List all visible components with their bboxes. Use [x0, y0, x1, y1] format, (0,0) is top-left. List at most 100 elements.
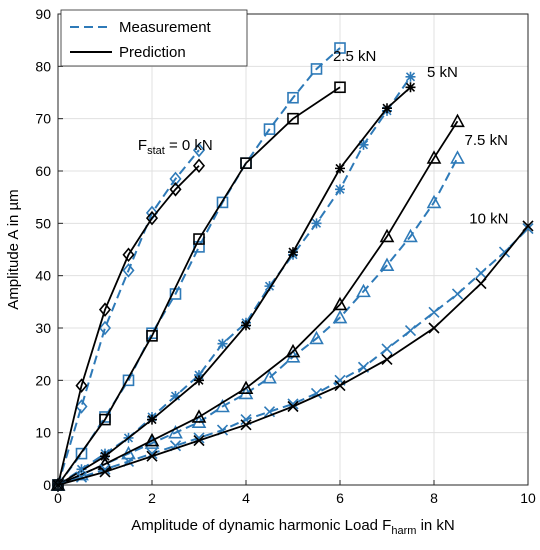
data-point-prediction-2-5-kn: [287, 112, 299, 125]
data-point-measurement-5-kn: [217, 338, 228, 349]
legend: Measurement Prediction: [60, 9, 248, 67]
axis-ticks: 0 2 4 6 8 10 0 10 20 30 40 50 60 70 80 90: [35, 6, 536, 506]
annotation-label: 2.5 kN: [333, 48, 376, 65]
data-point-prediction-10-kn: [146, 450, 158, 462]
data-point-measurement-0-kn: [122, 263, 135, 278]
y-tick-label: 90: [35, 6, 51, 22]
series-line-prediction-7-5-kn: [57, 120, 459, 486]
data-point-measurement-5-kn: [405, 71, 416, 82]
series-prediction-7-5-kn: [50, 113, 465, 491]
series-prediction-2-5-kn: [52, 81, 346, 491]
data-point-prediction-5-kn: [194, 375, 204, 386]
data-point-prediction-5-kn: [241, 320, 251, 331]
data-point-prediction-10-kn: [193, 434, 205, 447]
data-point-prediction-7-5-kn: [191, 409, 207, 423]
y-tick-label: 40: [35, 268, 51, 284]
annotation-label: 5 kN: [427, 64, 458, 81]
data-point-measurement-10-kn: [75, 471, 88, 483]
data-point-prediction-0-kn: [75, 378, 88, 393]
data-point-prediction-0-kn: [98, 302, 112, 317]
x-axis-title: Amplitude of dynamic harmonic Load Fharm…: [131, 517, 455, 537]
series-layer: [50, 42, 534, 493]
data-point-prediction-0-kn: [169, 182, 182, 197]
annotation-label: Fstat = 0 kN: [138, 137, 213, 157]
data-point-measurement-0-kn: [192, 142, 206, 158]
x-tick-label: 8: [430, 490, 438, 506]
data-point-prediction-10-kn: [428, 322, 440, 334]
data-point-measurement-0-kn: [75, 399, 88, 414]
series-prediction-10-kn: [52, 220, 534, 491]
data-point-prediction-10-kn: [522, 220, 534, 232]
data-point-measurement-0-kn: [169, 171, 182, 187]
x-axis-title-suffix: in kN: [416, 517, 454, 534]
y-tick-label: 30: [35, 320, 51, 336]
data-point-prediction-0-kn: [145, 210, 159, 226]
data-point-measurement-0-kn: [98, 320, 112, 336]
data-point-measurement-2-5-kn: [193, 241, 205, 253]
data-point-measurement-2-5-kn: [310, 63, 323, 75]
data-point-prediction-10-kn: [334, 380, 346, 392]
y-tick-label: 50: [35, 215, 51, 231]
data-point-measurement-7-5-kn: [332, 309, 348, 324]
data-point-measurement-5-kn: [358, 139, 369, 150]
data-point-prediction-7-5-kn: [144, 432, 160, 447]
data-point-measurement-7-5-kn: [403, 228, 418, 243]
y-tick-label: 10: [35, 425, 51, 441]
data-point-prediction-5-kn: [288, 247, 298, 258]
legend-label-measurement: Measurement: [119, 19, 212, 36]
series-line-prediction-0-kn: [57, 165, 200, 486]
x-axis-title-main: Amplitude of dynamic harmonic Load F: [131, 517, 391, 534]
data-point-prediction-5-kn: [382, 103, 392, 114]
data-point-prediction-7-5-kn: [285, 343, 301, 358]
data-point-measurement-10-kn: [522, 223, 534, 235]
data-point-measurement-7-5-kn: [450, 150, 465, 164]
y-tick-label: 80: [35, 58, 51, 74]
data-point-prediction-7-5-kn: [238, 380, 254, 394]
data-point-measurement-10-kn: [404, 325, 417, 337]
data-point-measurement-7-5-kn: [426, 194, 442, 209]
x-tick-label: 2: [148, 490, 156, 506]
data-point-measurement-7-5-kn: [215, 398, 230, 413]
annotations: Fstat = 0 kN 2.5 kN 5 kN 7.5 kN 10 kN: [138, 48, 509, 227]
series-line-measurement-2-5-kn: [57, 47, 341, 486]
data-point-measurement-2-5-kn: [334, 42, 346, 54]
data-point-measurement-10-kn: [451, 288, 464, 300]
data-point-measurement-7-5-kn: [309, 330, 324, 345]
data-point-prediction-10-kn: [99, 466, 111, 478]
data-point-prediction-5-kn: [405, 82, 416, 93]
data-point-measurement-5-kn: [335, 184, 345, 195]
series-line-measurement-10-kn: [57, 227, 529, 486]
data-point-measurement-2-5-kn: [263, 123, 276, 135]
series-line-prediction-2-5-kn: [57, 86, 341, 486]
data-point-measurement-7-5-kn: [168, 424, 183, 439]
y-tick-label: 60: [35, 163, 51, 179]
y-axis-title: Amplitude A in µm: [5, 189, 22, 309]
data-point-measurement-2-5-kn: [75, 447, 88, 460]
data-point-measurement-2-5-kn: [122, 374, 135, 387]
series-line-measurement-5-kn: [57, 76, 412, 486]
data-point-prediction-2-5-kn: [99, 413, 111, 426]
data-point-prediction-7-5-kn: [379, 228, 395, 243]
data-point-prediction-2-5-kn: [146, 330, 158, 342]
y-tick-label: 0: [43, 477, 51, 493]
data-point-measurement-5-kn: [311, 218, 322, 229]
legend-box: [60, 9, 248, 67]
data-point-measurement-5-kn: [264, 281, 275, 292]
data-point-measurement-5-kn: [170, 391, 181, 402]
series-line-measurement-0-kn: [57, 149, 200, 486]
data-point-measurement-5-kn: [194, 370, 204, 381]
data-point-prediction-5-kn: [100, 451, 110, 462]
data-point-measurement-2-5-kn: [216, 196, 229, 209]
data-point-measurement-2-5-kn: [287, 91, 299, 104]
series-measurement-7-5-kn: [50, 150, 465, 491]
data-point-prediction-2-5-kn: [240, 157, 252, 169]
data-point-prediction-5-kn: [147, 414, 157, 425]
data-point-measurement-7-5-kn: [356, 283, 371, 298]
y-tick-label: 70: [35, 111, 51, 127]
data-point-prediction-7-5-kn: [426, 150, 442, 164]
data-point-prediction-0-kn: [192, 158, 206, 174]
data-point-prediction-0-kn: [122, 247, 135, 262]
annotation-label: 10 kN: [469, 210, 508, 227]
data-point-prediction-5-kn: [335, 163, 345, 174]
